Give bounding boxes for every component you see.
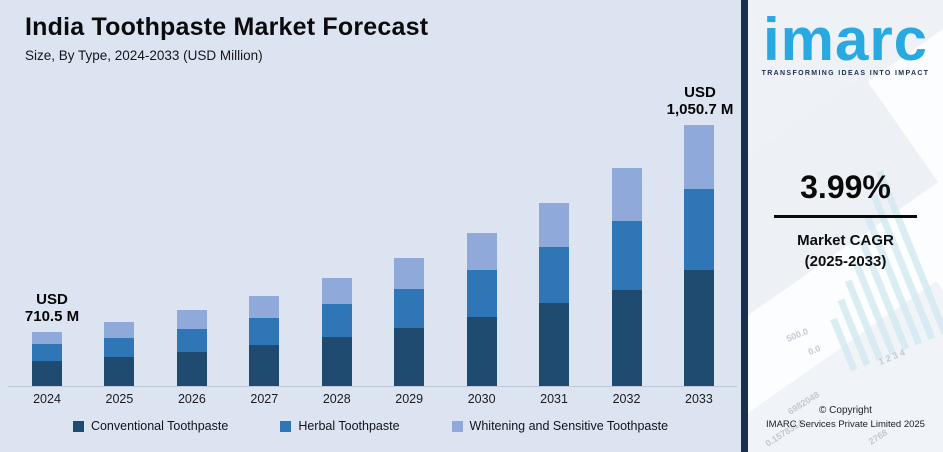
- sidebar-divider-strip: [741, 0, 748, 452]
- bar-segment-2026: [176, 352, 207, 386]
- bar-2028: [321, 278, 352, 386]
- x-axis-label-2025: 2025: [105, 392, 134, 406]
- cagr-period: (2025-2033): [804, 253, 887, 270]
- bar-segment-2026: [176, 329, 207, 352]
- legend-swatch-icon: [72, 420, 84, 432]
- x-axis-line: [8, 386, 737, 387]
- bar-segment-2026: [176, 310, 207, 329]
- legend-item: Whitening and Sensitive Toothpaste: [451, 419, 669, 433]
- bar-segment-2032: [611, 290, 642, 386]
- legend-swatch-icon: [280, 420, 292, 432]
- watermark-number: 0.0: [806, 343, 822, 357]
- bar-2033: [683, 125, 714, 386]
- bar-chart-plot: [32, 125, 714, 386]
- bar-segment-2032: [611, 168, 642, 221]
- bar-segment-2033: [683, 125, 714, 189]
- bar-segment-2027: [249, 345, 280, 386]
- x-axis-label-2024: 2024: [33, 392, 61, 406]
- bar-2029: [394, 258, 425, 386]
- x-axis-label-2033: 2033: [685, 392, 713, 406]
- legend-label: Conventional Toothpaste: [90, 419, 229, 433]
- bar-segment-2033: [683, 189, 714, 270]
- bar-segment-2031: [539, 203, 570, 247]
- chart-header: India Toothpaste Market Forecast Size, B…: [25, 13, 428, 63]
- x-axis-label-2028: 2028: [322, 392, 351, 406]
- chart-subtitle: Size, By Type, 2024-2033 (USD Million): [25, 48, 263, 63]
- bar-segment-2031: [539, 247, 570, 303]
- x-axis-label-2027: 2027: [250, 392, 279, 406]
- bar-segment-2027: [249, 318, 280, 345]
- bar-segment-2028: [321, 278, 352, 304]
- cagr-divider-line: [774, 215, 917, 218]
- copyright-line2: IMARC Services Private Limited 2025: [766, 419, 925, 430]
- data-label-2033-currency: USD: [684, 84, 716, 101]
- imarc-logo-tagline: TRANSFORMING IDEAS INTO IMPACT: [761, 70, 930, 77]
- legend-label: Whitening and Sensitive Toothpaste: [469, 419, 669, 433]
- x-axis-labels: 2024 2025 2026 2027 2028 2029 2030 2031 2032 2033: [32, 392, 714, 406]
- bar-segment-2029: [394, 289, 425, 328]
- bar-segment-2030: [466, 317, 497, 386]
- bar-segment-2024: [32, 361, 62, 386]
- x-axis-label-2029: 2029: [395, 392, 424, 406]
- bar-segment-2028: [321, 304, 352, 337]
- bar-segment-2025: [104, 357, 135, 386]
- x-axis-label-2030: 2030: [467, 392, 496, 406]
- data-label-2024-currency: USD: [36, 291, 68, 308]
- bar-segment-2029: [394, 258, 425, 289]
- bar-2025: [104, 322, 135, 386]
- bar-2027: [249, 296, 280, 386]
- bar-2031: [539, 203, 570, 386]
- bar-segment-2031: [539, 303, 570, 386]
- x-axis-label-2032: 2032: [612, 392, 641, 406]
- data-label-2033: USD 1,050.7 M: [640, 84, 741, 118]
- data-label-2033-value: 1,050.7 M: [666, 101, 734, 118]
- bar-2026: [176, 310, 207, 386]
- imarc-logo: imarc TRANSFORMING IDEAS INTO IMPACT: [748, 6, 943, 78]
- watermark-number: 500.0: [784, 326, 810, 344]
- bar-segment-2033: [683, 270, 714, 386]
- cagr-value: 3.99%: [800, 169, 891, 205]
- bar-segment-2030: [466, 270, 497, 317]
- imarc-logo-text: imarc: [762, 6, 929, 73]
- bar-segment-2032: [611, 221, 642, 290]
- bar-segment-2024: [32, 344, 62, 361]
- x-axis-label-2031: 2031: [540, 392, 568, 406]
- bar-segment-2027: [249, 296, 280, 318]
- chart-panel: India Toothpaste Market Forecast Size, B…: [0, 0, 741, 452]
- bar-2024: [32, 332, 62, 386]
- bar-2032: [611, 168, 642, 386]
- copyright: © Copyright IMARC Services Private Limit…: [748, 405, 943, 430]
- brand-sidebar: 500.0 0.0 1 2 3 4 6982048 0.1578314 2768 imar…: [748, 0, 943, 452]
- bar-segment-2029: [394, 328, 425, 386]
- cagr-label: Market CAGR: [797, 232, 894, 249]
- legend-label: Herbal Toothpaste: [298, 419, 400, 433]
- legend-item: Herbal Toothpaste: [280, 419, 400, 433]
- bar-segment-2028: [321, 337, 352, 386]
- bar-segment-2025: [104, 322, 135, 338]
- legend-item: Conventional Toothpaste: [72, 419, 229, 433]
- bar-segment-2030: [466, 233, 497, 270]
- data-label-2024: USD 710.5 M: [0, 291, 112, 325]
- legend-swatch-icon: [451, 420, 463, 432]
- cagr-block: 3.99% Market CAGR (2025-2033): [748, 169, 943, 272]
- bar-segment-2024: [32, 332, 62, 344]
- chart-legend: Conventional Toothpaste Herbal Toothpaste…: [0, 419, 741, 433]
- copyright-line1: © Copyright: [819, 405, 872, 416]
- x-axis-label-2026: 2026: [177, 392, 206, 406]
- data-label-2024-value: 710.5 M: [24, 308, 80, 325]
- bar-segment-2025: [104, 338, 135, 357]
- bar-2030: [466, 233, 497, 386]
- chart-title: India Toothpaste Market Forecast: [25, 13, 429, 41]
